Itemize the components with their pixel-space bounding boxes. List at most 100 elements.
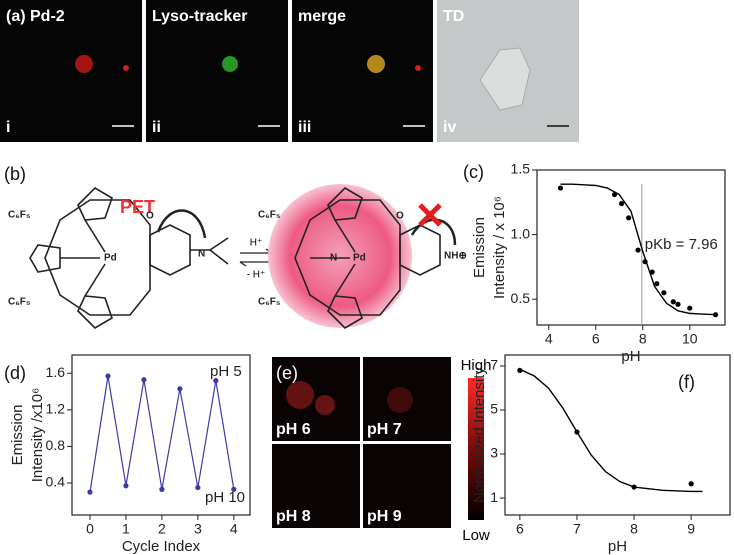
metal-label: Pd [353, 253, 366, 264]
y-tick-label: 0.8 [46, 437, 66, 453]
x-tick-label: 4 [230, 521, 238, 537]
image-tile [292, 0, 433, 142]
x-axis-title: pH [608, 538, 627, 555]
image-tile [363, 444, 451, 528]
tile-label: merge [298, 8, 346, 25]
y-tick-label: 1 [490, 489, 498, 505]
y-axis-title: Emission [471, 217, 488, 278]
panel-a: (a) Pd-2 Lyso-tracker merge TD i ii iii … [0, 0, 579, 142]
data-point [688, 481, 694, 487]
atom-label: N [198, 249, 205, 260]
forward-label: H⁺ [250, 238, 263, 249]
data-point [574, 429, 580, 435]
cell-outline [479, 47, 531, 111]
data-point [557, 185, 564, 191]
data-point [670, 299, 676, 305]
data-point [159, 486, 165, 492]
cell-signal [415, 65, 421, 71]
tile-label: pH 7 [367, 421, 402, 438]
y-tick-label: 0.4 [46, 474, 66, 490]
tile-index: iv [443, 119, 456, 136]
tile-index: iii [298, 119, 311, 136]
data-point [661, 290, 667, 296]
x-tick-label: 9 [687, 521, 695, 537]
data-point [231, 486, 237, 492]
data-point [123, 483, 129, 489]
cell-signal [387, 387, 413, 413]
fit-curve [560, 183, 718, 316]
colorbar-high: High [461, 357, 492, 374]
x-tick-label: 4 [545, 331, 553, 347]
aryl-label: C₆F₅ [8, 210, 31, 221]
cell-signal [75, 55, 93, 73]
x-tick-label: 10 [682, 331, 698, 347]
equilibrium-arrows [239, 248, 273, 267]
data-point [642, 259, 648, 265]
aryl-label: C₆F₅ [8, 297, 31, 308]
fit-curve [519, 368, 703, 493]
tile-label: (a) Pd-2 [6, 8, 65, 25]
panel-label: (d) [4, 363, 26, 383]
x-tick-label: 0 [86, 521, 94, 537]
aryl-label: C₆F₅ [258, 297, 281, 308]
panel-label: (f) [678, 372, 695, 392]
y-tick-label: 1.0 [511, 225, 531, 241]
data-point [517, 367, 523, 374]
y-tick-label: 1.5 [511, 161, 531, 177]
data-point [177, 386, 183, 392]
tile-index: i [6, 119, 10, 136]
y-tick-label: 7 [490, 357, 498, 373]
data-point [649, 269, 655, 275]
data-point [635, 247, 641, 253]
blocked-mark [418, 203, 442, 227]
x-tick-label: 3 [194, 521, 202, 537]
y-axis-title: Emission [9, 405, 26, 466]
atom-label: N [330, 253, 337, 264]
annotation: pH 5 [210, 363, 242, 380]
data-point [213, 378, 219, 384]
image-tile [146, 0, 288, 142]
aryl-label: C₆F₅ [258, 210, 281, 221]
panel-e: (e) pH 6 pH 7 pH 8 pH 9 High Low [272, 357, 491, 544]
y-axis-title: Intensity /x10⁶ [29, 388, 46, 483]
data-point [631, 484, 637, 490]
panel-b: (b) PET C₆F₅ C₆F₅ Pd N O H⁺ - H⁺ [4, 164, 467, 330]
y-tick-label: 5 [490, 401, 498, 417]
tile-label: TD [443, 8, 464, 25]
x-tick-label: 2 [158, 521, 166, 537]
colorbar [468, 378, 484, 520]
x-tick-label: 6 [516, 521, 524, 537]
y-axis-title: Normalized Intensity [471, 367, 488, 503]
panel-label: (e) [276, 363, 298, 383]
atom-label: O [146, 211, 154, 222]
cell-signal [222, 56, 238, 72]
tile-index: ii [152, 119, 161, 136]
y-axis-title: Intensity / x 10⁶ [491, 196, 508, 299]
backward-label: - H⁺ [247, 270, 266, 281]
tile-label: pH 9 [367, 508, 402, 525]
plot-frame [536, 169, 726, 326]
x-tick-label: 8 [630, 521, 638, 537]
x-tick-label: 8 [639, 331, 647, 347]
y-tick-label: 1.6 [46, 364, 66, 380]
data-point [687, 305, 693, 311]
ammonium-label: NH⊕ [444, 251, 467, 262]
data-point [713, 312, 719, 318]
pet-label: PET [120, 197, 155, 217]
cell-signal [367, 55, 385, 73]
annotation: pKb = 7.96 [645, 236, 718, 253]
tile-label: pH 6 [276, 421, 311, 438]
annotation: pH 10 [205, 489, 245, 506]
colorbar-low: Low [462, 527, 490, 544]
data-point [675, 301, 681, 307]
y-tick-label: 0.5 [511, 290, 531, 306]
panel-label: (c) [463, 162, 484, 182]
data-point [611, 191, 618, 198]
data-point [141, 377, 147, 383]
x-tick-label: 7 [573, 521, 581, 537]
data-point [654, 281, 660, 287]
x-tick-label: 1 [122, 521, 130, 537]
data-point [105, 373, 111, 379]
cell-signal [286, 381, 314, 409]
